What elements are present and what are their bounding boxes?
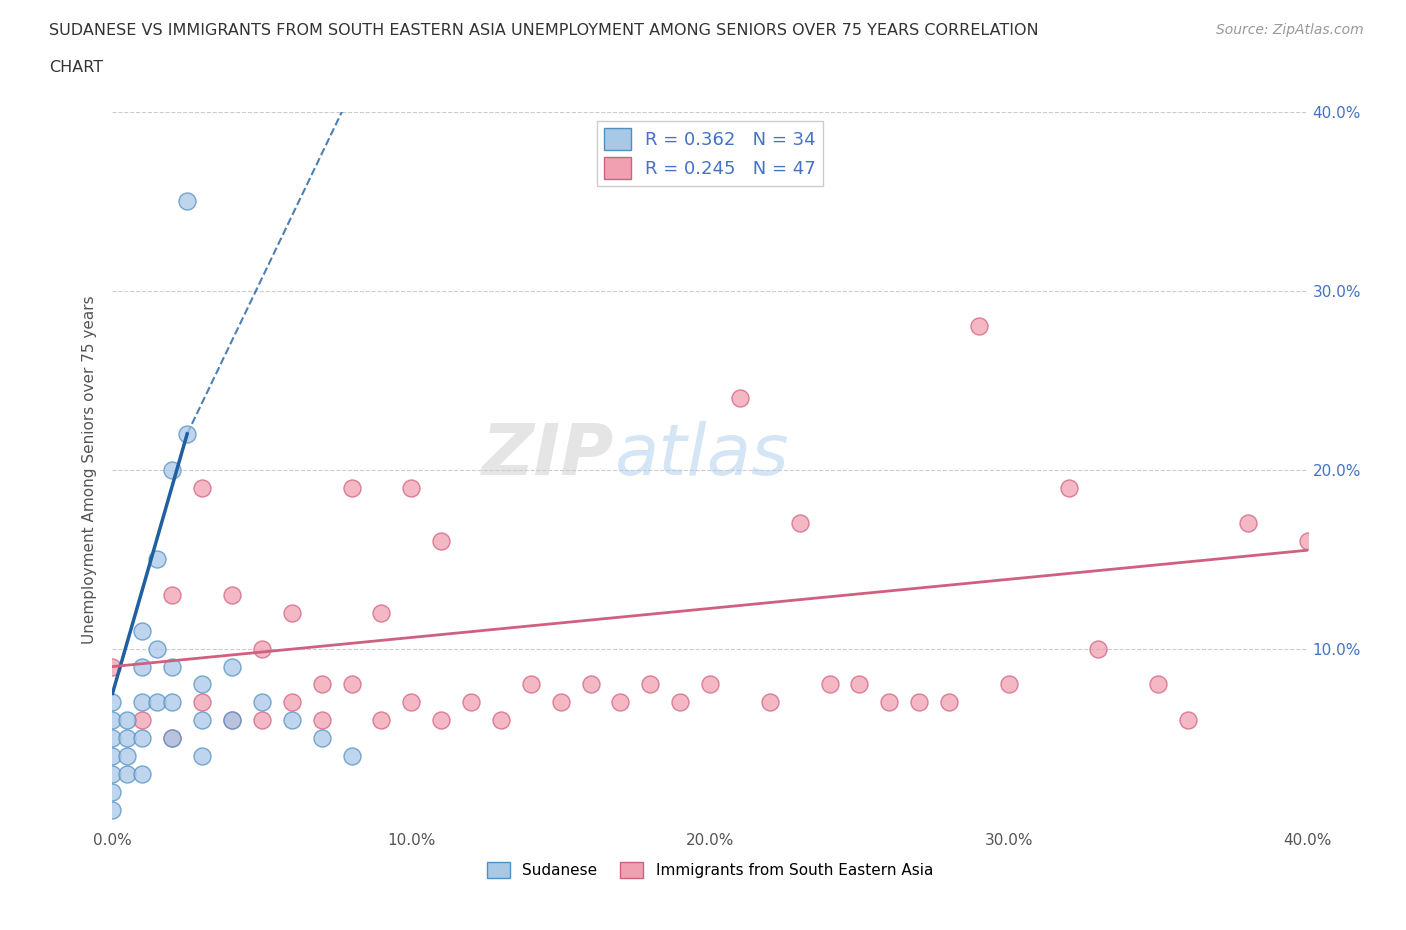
- Point: [370, 605, 392, 620]
- Point: [281, 605, 304, 620]
- Point: [311, 731, 333, 746]
- Point: [430, 712, 453, 727]
- Point: [162, 731, 183, 746]
- Point: [908, 695, 931, 710]
- Legend: Sudanese, Immigrants from South Eastern Asia: Sudanese, Immigrants from South Eastern …: [481, 857, 939, 884]
- Point: [101, 659, 124, 674]
- Point: [117, 766, 139, 781]
- Point: [370, 712, 392, 727]
- Point: [191, 480, 214, 495]
- Text: CHART: CHART: [49, 60, 103, 75]
- Point: [311, 712, 333, 727]
- Point: [221, 588, 243, 603]
- Point: [146, 695, 169, 710]
- Point: [1147, 677, 1170, 692]
- Point: [191, 749, 214, 764]
- Text: Source: ZipAtlas.com: Source: ZipAtlas.com: [1216, 23, 1364, 37]
- Point: [146, 642, 169, 657]
- Point: [759, 695, 782, 710]
- Point: [117, 731, 139, 746]
- Point: [117, 712, 139, 727]
- Point: [489, 712, 512, 727]
- Point: [131, 712, 153, 727]
- Point: [401, 480, 423, 495]
- Point: [146, 551, 169, 566]
- Point: [998, 677, 1021, 692]
- Point: [250, 642, 273, 657]
- Point: [789, 516, 811, 531]
- Point: [1296, 534, 1319, 549]
- Point: [101, 766, 124, 781]
- Point: [460, 695, 482, 710]
- Point: [191, 695, 214, 710]
- Point: [101, 803, 124, 817]
- Point: [176, 193, 198, 208]
- Point: [162, 731, 183, 746]
- Point: [699, 677, 721, 692]
- Point: [101, 731, 124, 746]
- Point: [162, 659, 183, 674]
- Point: [131, 659, 153, 674]
- Point: [131, 766, 153, 781]
- Point: [311, 677, 333, 692]
- Point: [430, 534, 453, 549]
- Point: [550, 695, 572, 710]
- Point: [117, 749, 139, 764]
- Point: [579, 677, 602, 692]
- Point: [162, 588, 183, 603]
- Point: [1237, 516, 1260, 531]
- Point: [1087, 642, 1109, 657]
- Point: [520, 677, 543, 692]
- Point: [131, 695, 153, 710]
- Point: [191, 677, 214, 692]
- Point: [101, 785, 124, 800]
- Point: [640, 677, 662, 692]
- Point: [340, 480, 363, 495]
- Point: [162, 695, 183, 710]
- Point: [131, 623, 153, 638]
- Point: [938, 695, 960, 710]
- Y-axis label: Unemployment Among Seniors over 75 years: Unemployment Among Seniors over 75 years: [82, 296, 97, 644]
- Point: [609, 695, 631, 710]
- Point: [162, 462, 183, 477]
- Point: [1057, 480, 1080, 495]
- Point: [340, 749, 363, 764]
- Point: [818, 677, 841, 692]
- Point: [879, 695, 901, 710]
- Point: [221, 659, 243, 674]
- Point: [401, 695, 423, 710]
- Point: [191, 712, 214, 727]
- Point: [340, 677, 363, 692]
- Point: [101, 695, 124, 710]
- Point: [848, 677, 870, 692]
- Point: [281, 695, 304, 710]
- Point: [728, 391, 751, 405]
- Text: ZIP: ZIP: [482, 421, 614, 490]
- Point: [176, 426, 198, 442]
- Point: [967, 319, 990, 334]
- Point: [1177, 712, 1199, 727]
- Point: [669, 695, 692, 710]
- Point: [250, 712, 273, 727]
- Point: [221, 712, 243, 727]
- Point: [250, 695, 273, 710]
- Text: atlas: atlas: [614, 421, 789, 490]
- Point: [101, 712, 124, 727]
- Point: [101, 749, 124, 764]
- Point: [221, 712, 243, 727]
- Point: [131, 731, 153, 746]
- Point: [281, 712, 304, 727]
- Text: SUDANESE VS IMMIGRANTS FROM SOUTH EASTERN ASIA UNEMPLOYMENT AMONG SENIORS OVER 7: SUDANESE VS IMMIGRANTS FROM SOUTH EASTER…: [49, 23, 1039, 38]
